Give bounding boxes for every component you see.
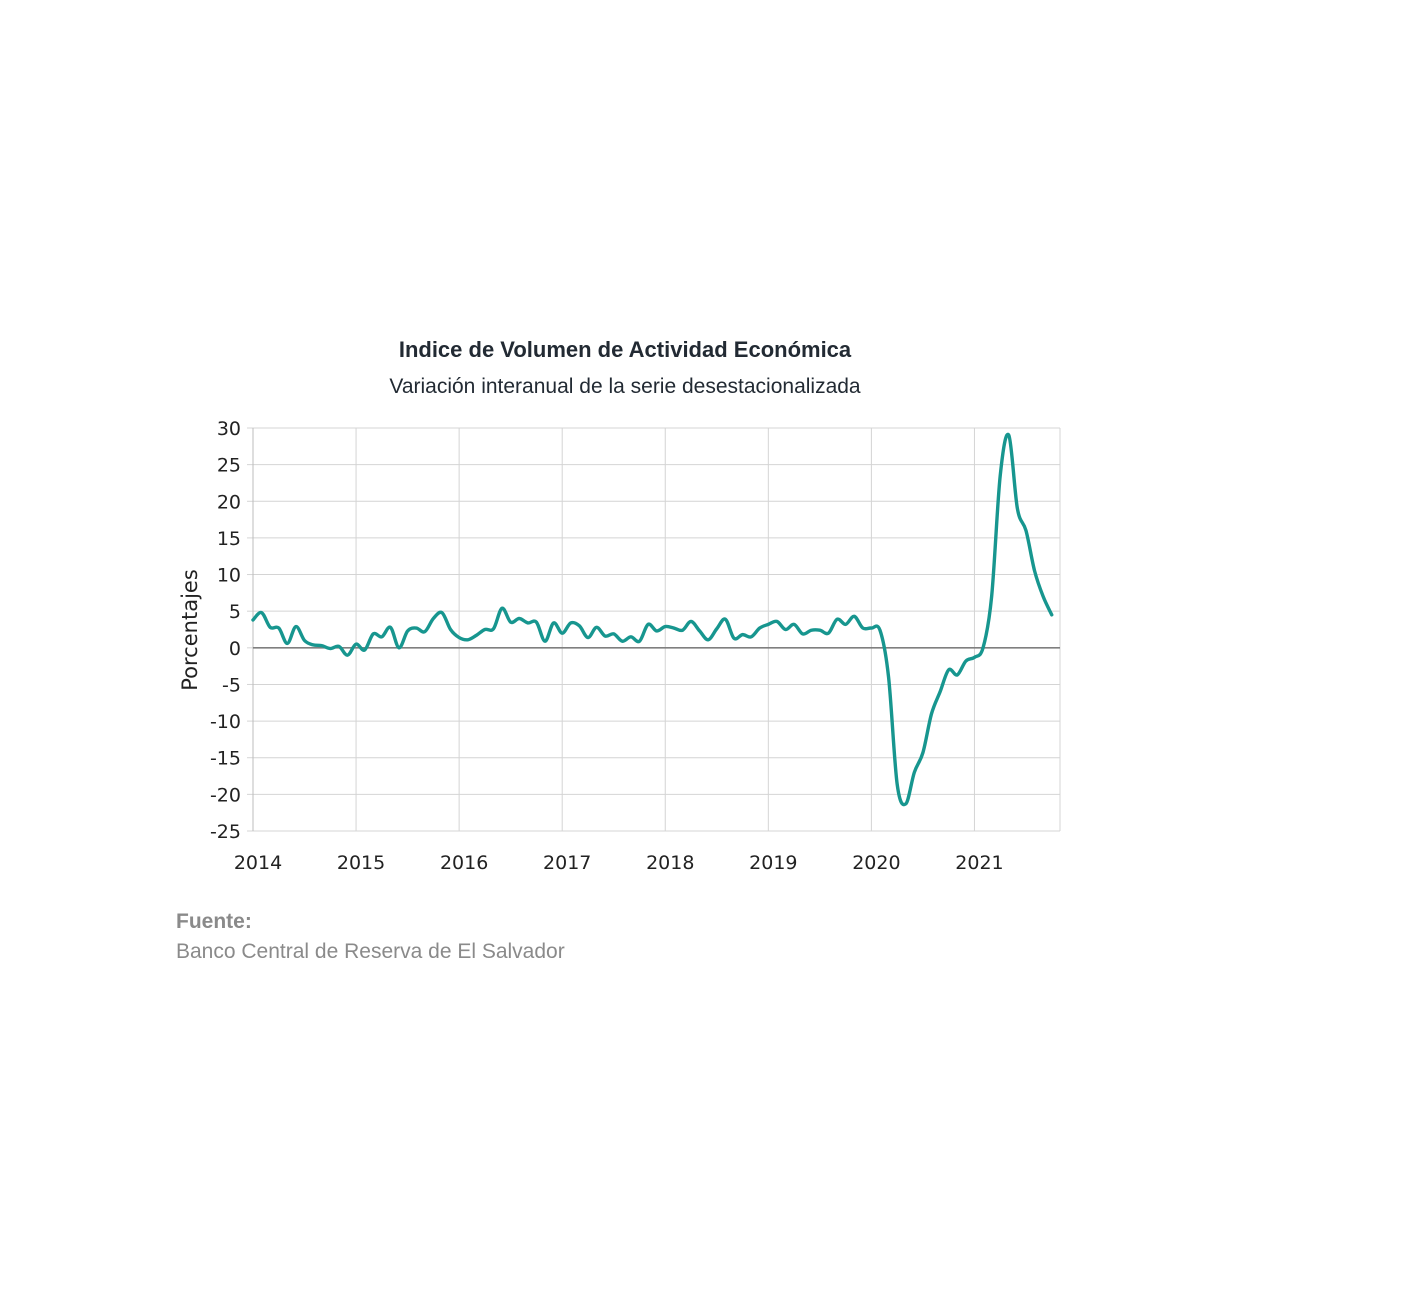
y-axis-title: Porcentajes: [178, 569, 202, 691]
y-tick-label: 20: [217, 491, 241, 513]
x-tick-labels: 2014 2015 2016 2017 2018 2019 2020 2021: [234, 852, 1004, 874]
x-tick-label: 2016: [440, 852, 488, 874]
series-line: [251, 432, 1054, 807]
chart-title: Indice de Volumen de Actividad Económica: [398, 337, 852, 362]
source-text: Banco Central de Reserva de El Salvador: [176, 940, 565, 963]
chart-subtitle: Variación interanual de la serie desesta…: [389, 375, 861, 398]
source-label: Fuente:: [176, 910, 252, 933]
axes: [247, 427, 1060, 832]
y-tick-label: -5: [222, 674, 241, 696]
series-layer: [251, 432, 1054, 807]
x-tick-label: 2018: [646, 852, 694, 874]
y-tick-label: -25: [210, 821, 241, 843]
x-tick-label: 2021: [955, 852, 1003, 874]
y-tick-label: 30: [217, 418, 241, 440]
y-tick-label: 25: [217, 455, 241, 477]
y-tick-label: 0: [229, 638, 241, 660]
y-tick-label: -15: [210, 748, 241, 770]
x-tick-label: 2015: [337, 852, 385, 874]
y-tick-label: -20: [210, 784, 241, 806]
y-tick-label: -10: [210, 711, 241, 733]
x-tick-label: 2020: [852, 852, 900, 874]
x-tick-label: 2014: [234, 852, 282, 874]
y-tick-label: 10: [217, 565, 241, 587]
y-tick-label: 5: [229, 601, 241, 623]
y-tick-labels: 30 25 20 15 10 5 0 -5 -10 -15 -20 -25: [210, 418, 241, 843]
x-tick-label: 2019: [749, 852, 797, 874]
y-tick-label: 15: [217, 528, 241, 550]
x-tick-label: 2017: [543, 852, 591, 874]
